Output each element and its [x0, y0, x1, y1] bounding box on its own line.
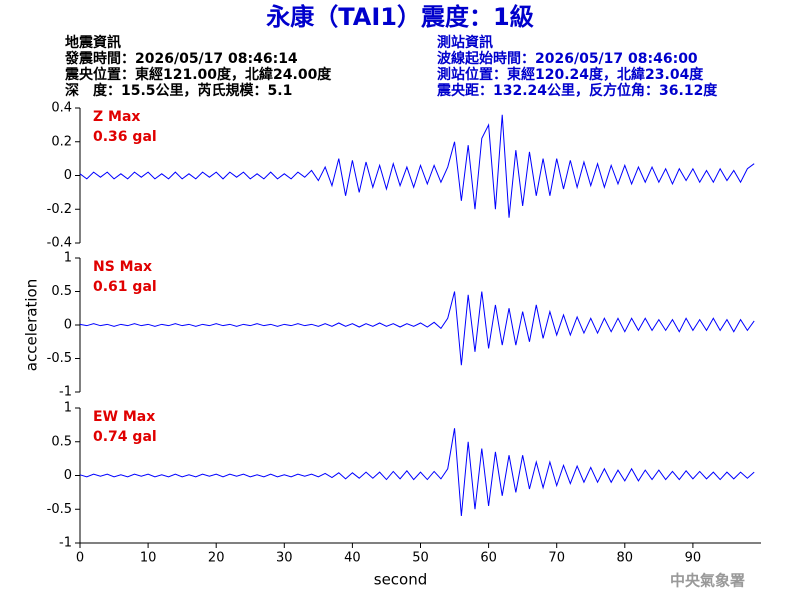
- waveform: [79, 114, 755, 218]
- info-line: 測站資訊: [437, 34, 493, 51]
- info-line: 測站位置：東經120.24度，北緯23.04度: [437, 66, 704, 83]
- y-tick-label: 0.5: [51, 434, 72, 449]
- y-tick-label: 0.4: [51, 101, 72, 116]
- y-tick-label: -1: [59, 536, 72, 551]
- x-tick-label: 60: [480, 551, 497, 566]
- x-tick-label: 40: [344, 551, 361, 566]
- waveform: [79, 291, 755, 366]
- annotation: 0.74 gal: [93, 429, 157, 445]
- y-tick-label: 0.2: [51, 134, 72, 149]
- y-tick-label: 0.5: [51, 284, 72, 299]
- x-tick-label: 80: [617, 551, 634, 566]
- y-tick-label: -0.5: [47, 502, 72, 517]
- x-tick-label: 0: [76, 551, 84, 566]
- annotation: 0.36 gal: [93, 129, 157, 145]
- y-tick-label: -1: [59, 385, 72, 400]
- info-line: 震央位置：東經121.00度，北緯24.00度: [64, 66, 332, 83]
- x-axis-label: second: [374, 571, 428, 589]
- y-tick-label: 1: [64, 401, 72, 416]
- waveform: [79, 428, 755, 517]
- x-tick-label: 70: [548, 551, 565, 566]
- info-line: 發震時間：2026/05/17 08:46:14: [64, 50, 298, 67]
- x-tick-label: 30: [276, 551, 293, 566]
- y-tick-label: 0: [64, 468, 72, 483]
- y-tick-label: 1: [64, 251, 72, 266]
- annotation: 0.61 gal: [93, 279, 157, 295]
- footer: 中央氣象署: [670, 572, 745, 590]
- y-tick-label: 0: [64, 318, 72, 333]
- y-tick-label: -0.5: [47, 351, 72, 366]
- x-tick-label: 90: [685, 551, 702, 566]
- x-tick-label: 50: [412, 551, 429, 566]
- x-tick-label: 10: [140, 551, 157, 566]
- annotation: EW Max: [93, 409, 155, 425]
- annotation: Z Max: [93, 109, 140, 125]
- y-tick-label: -0.2: [47, 202, 72, 217]
- x-tick-label: 20: [208, 551, 225, 566]
- info-line: 深 度：15.5公里，芮氏規模：5.1: [65, 82, 292, 99]
- chart-title: 永康（TAI1）震度：1級: [266, 3, 533, 31]
- y-tick-label: -0.4: [47, 236, 72, 251]
- y-axis-label: acceleration: [23, 279, 41, 371]
- annotation: NS Max: [93, 259, 152, 275]
- info-line: 震央距：132.24公里，反方位角：36.12度: [436, 82, 718, 99]
- info-line: 地震資訊: [65, 34, 121, 51]
- info-line: 波線起始時間：2026/05/17 08:46:00: [437, 50, 698, 67]
- y-tick-label: 0: [64, 168, 72, 183]
